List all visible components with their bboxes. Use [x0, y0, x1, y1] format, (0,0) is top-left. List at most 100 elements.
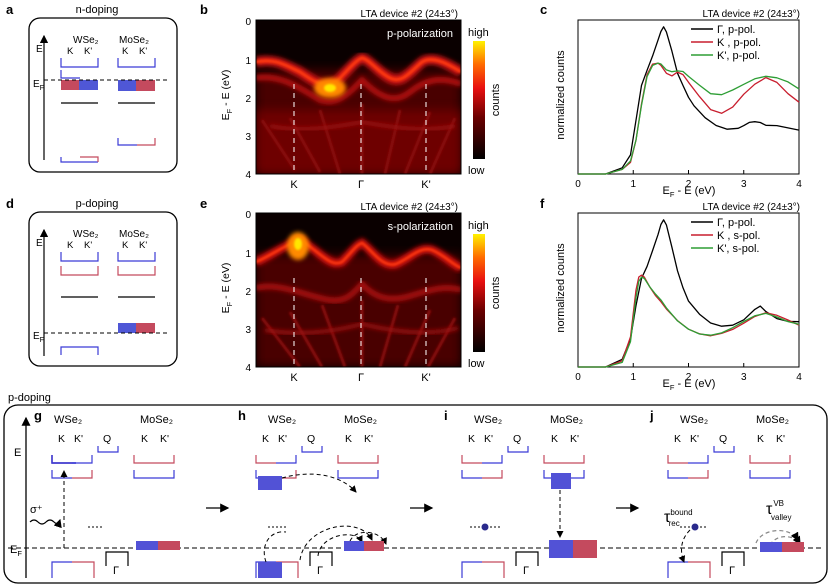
colorbar-high: high: [468, 220, 489, 232]
band: [255, 455, 276, 464]
doped-block: [136, 541, 158, 550]
kprime-label: K': [690, 433, 699, 445]
material-label: WSe₂: [474, 414, 502, 426]
k-label: K: [757, 433, 764, 445]
k-label: K: [551, 433, 558, 445]
kprime-label: K': [364, 433, 373, 445]
material-label: MoSe₂: [756, 414, 789, 426]
band: [749, 470, 791, 479]
material-label: MoSe₂: [344, 414, 377, 426]
k-label: K: [141, 433, 148, 445]
fermi-label: EF: [33, 79, 44, 92]
panel-b: b LTA device #2 (24±3°) p-polarization 0…: [200, 2, 502, 191]
band: [688, 470, 709, 479]
fermi-label: EF: [33, 331, 44, 344]
material-label: WSe₂: [73, 229, 99, 240]
tau-rec-label: τbound rec: [664, 508, 693, 528]
legend-entry: K , p-pol.: [717, 37, 761, 49]
band: [337, 455, 379, 464]
kprime-tick: K': [421, 372, 430, 384]
bottom-frame: [3, 404, 828, 584]
energy-label: E: [14, 447, 21, 459]
panel-letter: c: [540, 2, 547, 17]
q-label: Q: [103, 433, 111, 445]
panel-title: p-doping: [76, 198, 119, 210]
kprime-label: K': [84, 240, 92, 251]
panel-letter: f: [540, 196, 545, 211]
panel-letter: a: [6, 2, 14, 17]
photon-icon: [29, 518, 62, 529]
q-valley: [507, 446, 529, 453]
material-label: WSe₂: [268, 414, 296, 426]
doped-block: [136, 323, 155, 333]
schematic-frame: [28, 211, 178, 367]
gamma-label: Γ: [113, 565, 119, 577]
k-label: K: [67, 240, 74, 251]
kprime-label: K': [74, 433, 83, 445]
device-label: LTA device #2 (24±3°): [703, 202, 801, 213]
kprime-label: K': [278, 433, 287, 445]
panel-a: a n-doping E WSe₂ MoSe₂ K K' K K' EF: [6, 2, 178, 173]
material-label: MoSe₂: [550, 414, 583, 426]
polarization-label: p-polarization: [387, 28, 453, 40]
panel-letter: d: [6, 196, 14, 211]
subpanel-j: j WSe₂ MoSe₂ K K' Q K K' Γ: [51, 408, 791, 578]
band: [667, 470, 688, 479]
svg-text:3: 3: [245, 325, 251, 336]
panel-letter: b: [200, 2, 208, 17]
material-label: WSe₂: [73, 35, 99, 46]
band: [482, 470, 503, 479]
gamma-band: [721, 551, 745, 566]
kprime-label: K': [484, 433, 493, 445]
y-tick-labels: 0 1 2 3 4: [245, 210, 251, 374]
k-point-markers: [293, 278, 427, 367]
band: [51, 455, 76, 464]
y-axis-label: EF - E (eV): [220, 263, 234, 314]
x-tick-label: 1: [630, 372, 636, 383]
q-valley: [713, 446, 735, 453]
doped-block: [61, 80, 79, 90]
band: [749, 455, 791, 464]
k-label: K: [58, 433, 65, 445]
svg-text:0: 0: [245, 17, 251, 28]
band: [51, 455, 76, 464]
doped-block: [79, 80, 98, 90]
schematic-frame: [28, 17, 178, 173]
q-label: Q: [307, 433, 315, 445]
bottom-title: p-doping: [8, 392, 51, 404]
device-label: LTA device #2 (24±3°): [703, 9, 801, 20]
spectrum-chart-c: 0 1 2 3 4 Γ, p-pol.K , p-pol.K', p-pol.: [575, 19, 802, 190]
x-tick-label: 2: [686, 179, 692, 190]
energy-label: E: [36, 238, 43, 249]
band: [482, 455, 503, 464]
k-tick: K: [290, 372, 298, 384]
q-valley: [97, 446, 119, 453]
band: [72, 470, 93, 479]
kprime-label: K': [139, 240, 147, 251]
band: [51, 455, 76, 464]
electron-block: [258, 476, 282, 490]
sigma-label: σ⁺: [30, 504, 43, 516]
x-tick-label: 1: [630, 179, 636, 190]
panel-letter: g: [34, 408, 42, 423]
kprime-tick: K': [421, 179, 430, 191]
band: [337, 470, 379, 479]
colorbar-high: high: [468, 27, 489, 39]
q-valley: [301, 446, 323, 453]
series-line: [578, 274, 800, 368]
x-tick-label: 3: [741, 179, 747, 190]
panel-letter: i: [444, 408, 448, 423]
colorbar: [473, 234, 485, 352]
x-axis-label: EF - E (eV): [663, 185, 716, 199]
electron-block: [551, 473, 571, 489]
colorbar-label: counts: [490, 83, 502, 116]
colorbar-low: low: [468, 165, 485, 177]
k-label: K: [674, 433, 681, 445]
band: [461, 455, 482, 464]
colorbar: [473, 41, 485, 159]
gamma-label: Γ: [317, 565, 323, 577]
k-tick: K: [290, 179, 298, 191]
panel-d: d p-doping E WSe₂ MoSe₂ K K' K K' EF: [6, 196, 178, 367]
valence-band: [688, 561, 711, 578]
